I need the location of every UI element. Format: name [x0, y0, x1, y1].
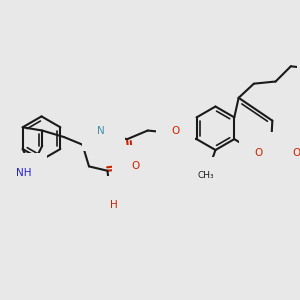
Text: N: N	[97, 126, 105, 136]
Text: O: O	[171, 126, 179, 136]
Text: H: H	[110, 200, 118, 210]
Text: H: H	[103, 119, 111, 129]
Text: CH₃: CH₃	[198, 171, 214, 180]
Text: NH: NH	[16, 168, 31, 178]
Text: O: O	[255, 148, 263, 158]
Text: OH: OH	[100, 194, 116, 204]
Text: O: O	[131, 161, 139, 171]
Text: O: O	[292, 148, 300, 158]
Text: O: O	[128, 164, 136, 174]
Text: O: O	[110, 191, 118, 201]
